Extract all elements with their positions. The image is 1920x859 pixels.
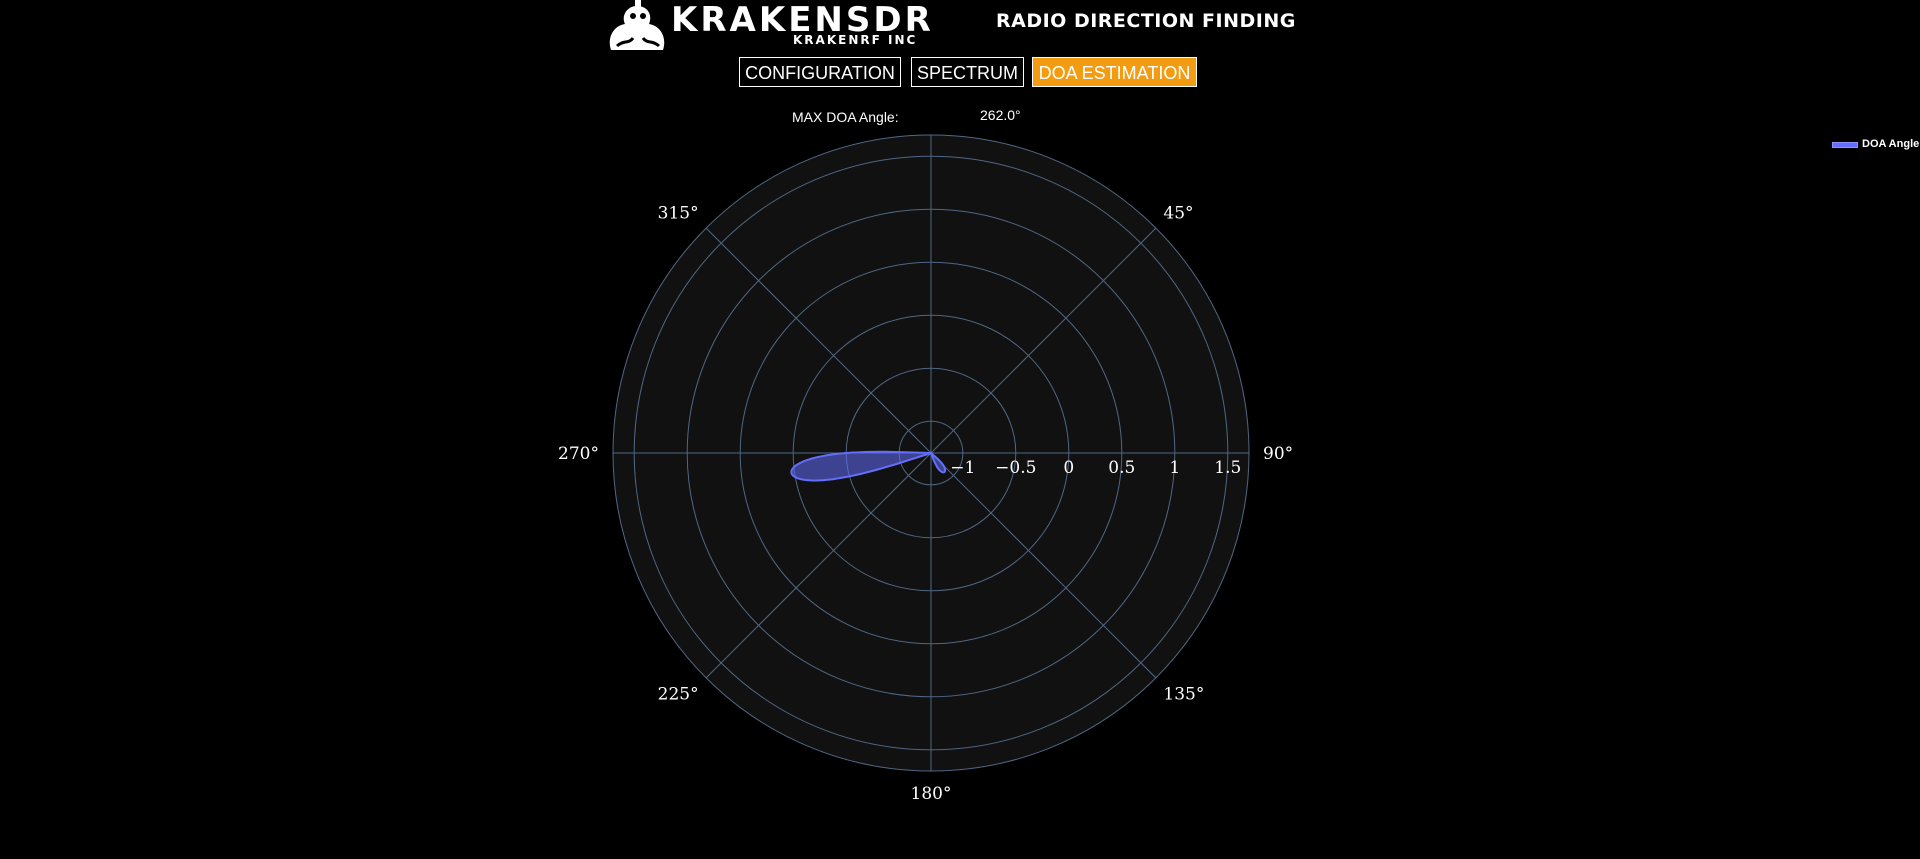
legend-swatch-doa-angle	[1832, 142, 1858, 148]
angular-tick-label-4: 225°	[658, 684, 699, 704]
radial-tick-label-5: 1.5	[1214, 458, 1241, 478]
tab-doa-estimation[interactable]: DOA ESTIMATION	[1032, 57, 1197, 87]
angular-gridline-315	[705, 227, 932, 454]
kraken-mascot-icon	[609, 0, 665, 50]
radial-tick-label-1: −0.5	[995, 458, 1036, 478]
radial-tick-label-4: 1	[1169, 458, 1180, 478]
logo-subtitle: KRAKENRF INC	[793, 33, 918, 47]
tab-configuration[interactable]: CONFIGURATION	[739, 57, 901, 87]
angular-tick-label-0: 45°	[1163, 204, 1193, 224]
radial-tick-label-0: −1	[950, 458, 975, 478]
doa-angle-trace[interactable]	[790, 450, 947, 482]
angular-gridline-225	[705, 452, 932, 679]
angular-gridline-45	[930, 227, 1157, 454]
legend-label-doa-angle: DOA Angle	[1862, 138, 1920, 150]
max-doa-label: MAX DOA Angle:	[792, 109, 899, 125]
tab-spectrum[interactable]: SPECTRUM	[911, 57, 1024, 87]
page-title: RADIO DIRECTION FINDING	[996, 10, 1296, 32]
krakensdr-logo[interactable]: KRAKENSDR KRAKENRF INC	[603, 0, 931, 52]
angular-tick-label-5: 270°	[558, 444, 599, 464]
logo-title: KRAKENSDR	[671, 0, 934, 40]
main-nav: CONFIGURATION SPECTRUM DOA ESTIMATION	[0, 57, 1920, 89]
angular-gridline-135	[930, 452, 1157, 679]
radial-tick-label-2: 0	[1063, 458, 1074, 478]
angular-tick-label-3: 180°	[911, 784, 952, 804]
angular-tick-label-2: 135°	[1163, 684, 1204, 704]
max-doa-value: 262.0°	[980, 107, 1021, 123]
radial-tick-label-3: 0.5	[1108, 458, 1135, 478]
angular-tick-label-1: 90°	[1263, 444, 1293, 464]
angular-tick-label-6: 315°	[658, 204, 699, 224]
